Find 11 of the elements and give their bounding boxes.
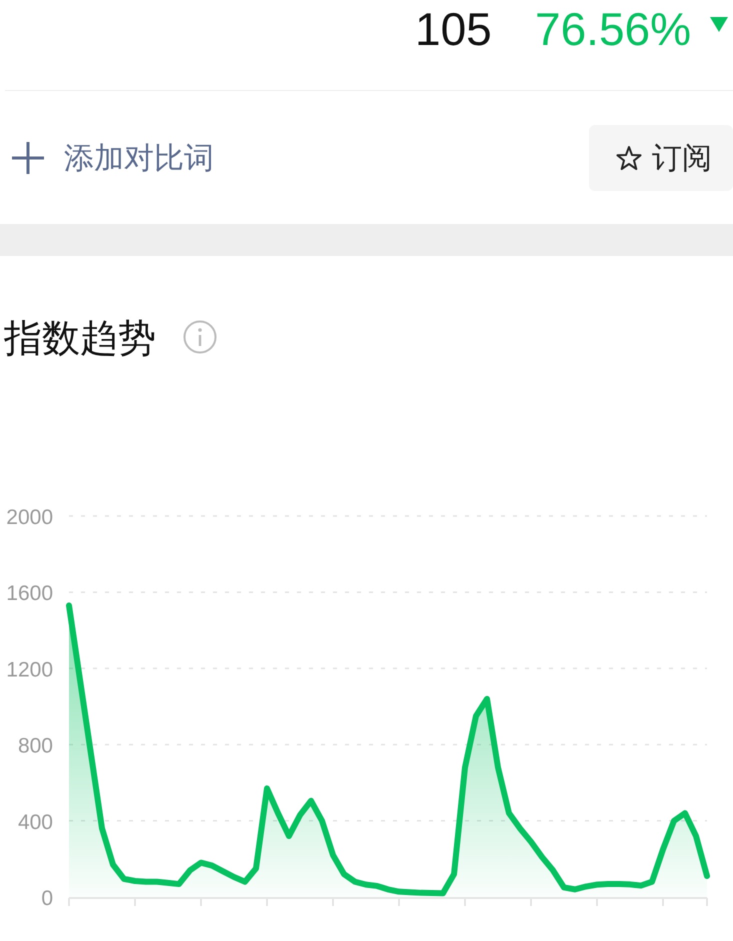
y-tick-label: 2000 <box>6 506 53 529</box>
text: 105 <box>415 2 492 56</box>
chart-title: 指数趋势 <box>4 317 156 362</box>
y-tick-label: 1200 <box>6 658 53 682</box>
text: 添加对比词 <box>64 141 214 177</box>
y-tick-label: 0 <box>41 887 53 910</box>
text: 订阅 <box>652 141 712 177</box>
text: 76.56% <box>535 2 692 56</box>
y-tick-label: 1600 <box>6 582 53 606</box>
y-tick-label: 400 <box>18 810 53 834</box>
y-tick-label: 800 <box>18 734 53 758</box>
